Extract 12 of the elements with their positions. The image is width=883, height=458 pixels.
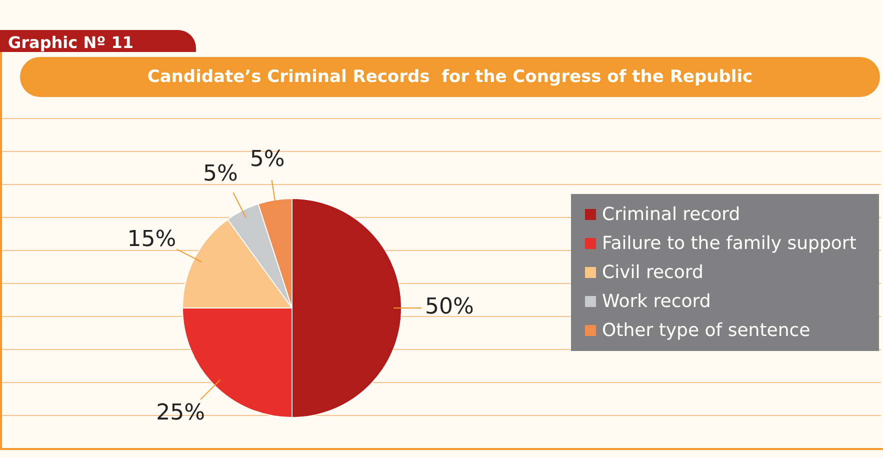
legend-label: Work record [602,291,711,312]
legend-label: Failure to the family support [602,233,856,254]
data-label: 5% [203,162,238,187]
legend-label: Civil record [602,262,704,283]
data-label: 25% [156,400,206,426]
legend-label: Other type of sentence [602,320,810,341]
data-label: 50% [425,294,474,320]
chart-title: Candidate’s Criminal Records for the Congress of the Republic [147,67,753,87]
legend-label: Criminal record [602,204,740,225]
text: Graphic Nº 11 [8,33,134,52]
data-label: 15% [127,226,176,252]
data-label: 5% [250,147,285,172]
